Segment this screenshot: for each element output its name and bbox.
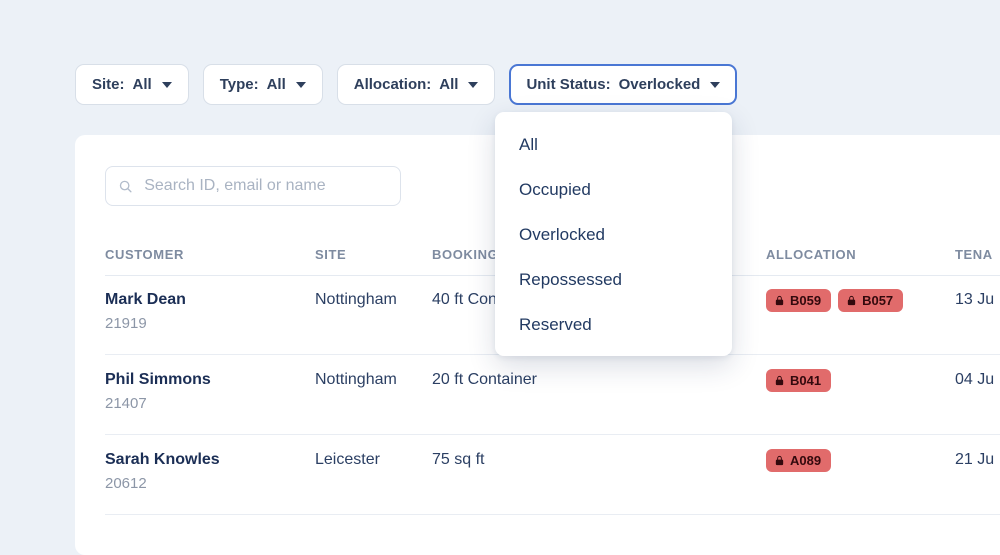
dropdown-option-occupied[interactable]: Occupied — [519, 179, 591, 199]
allocation-cell: B059 B057 — [766, 289, 955, 354]
filter-type[interactable]: Type: All — [202, 64, 323, 105]
search-box — [105, 166, 401, 206]
dropdown-option-reserved[interactable]: Reserved — [519, 314, 592, 334]
table-row[interactable]: Phil Simmons 21407 Nottingham 20 ft Contain… — [105, 355, 1000, 435]
column-header-tenancy: TENA — [955, 247, 993, 262]
filter-allocation[interactable]: Allocation: All — [336, 64, 496, 105]
lock-icon — [847, 295, 856, 306]
dropdown-option-overlocked[interactable]: Overlocked — [519, 224, 605, 244]
filter-type-label: Type: — [219, 76, 259, 93]
table-row[interactable]: Sarah Knowles 20612 Leicester 75 sq ft A089 2… — [105, 435, 1000, 515]
customer-id: 21919 — [105, 315, 147, 332]
filter-unit-status-label: Unit Status: — [526, 76, 611, 93]
filter-site-label: Site: — [92, 76, 125, 93]
tenancy-cell: 21 Ju — [955, 451, 995, 468]
allocation-cell: A089 — [766, 449, 955, 514]
allocation-badge-label: B057 — [862, 293, 894, 308]
filter-type-value: All — [266, 76, 286, 93]
column-header-booking: BOOKING — [432, 247, 499, 262]
lock-icon — [775, 295, 784, 306]
filter-unit-status-value: Overlocked — [618, 76, 701, 93]
allocation-badge-label: B041 — [790, 373, 822, 388]
booking-cell: 75 sq ft — [432, 451, 485, 468]
allocation-badge-label: A089 — [790, 453, 822, 468]
chevron-down-icon — [710, 81, 721, 88]
site-cell: Nottingham — [315, 291, 397, 308]
column-header-site: SITE — [315, 247, 347, 262]
dropdown-option-all[interactable]: All — [519, 134, 538, 154]
customer-id: 20612 — [105, 475, 147, 492]
customer-cell: Mark Dean 21919 — [105, 289, 315, 354]
allocation-badge-label: B059 — [790, 293, 822, 308]
booking-cell: 20 ft Container — [432, 371, 537, 388]
customer-id: 21407 — [105, 395, 147, 412]
filter-allocation-label: Allocation: — [353, 76, 432, 93]
chevron-down-icon — [161, 81, 172, 88]
allocation-cell: B041 — [766, 369, 955, 434]
column-header-allocation: ALLOCATION — [766, 247, 857, 262]
allocation-badge: B041 — [766, 369, 832, 392]
unit-status-dropdown: All Occupied Overlocked Repossessed Reserved — [495, 112, 732, 356]
customer-cell: Sarah Knowles 20612 — [105, 449, 315, 514]
allocation-badge: B057 — [838, 289, 904, 312]
tenancy-cell: 13 Ju — [955, 291, 995, 308]
customer-cell: Phil Simmons 21407 — [105, 369, 315, 434]
chevron-down-icon — [468, 81, 479, 88]
lock-icon — [775, 375, 784, 386]
chevron-down-icon — [295, 81, 306, 88]
site-cell: Leicester — [315, 451, 380, 468]
filter-unit-status[interactable]: Unit Status: Overlocked — [509, 64, 738, 105]
customer-name: Sarah Knowles — [105, 451, 220, 468]
filter-bar: Site: All Type: All Allocation: All Unit St… — [75, 64, 738, 105]
filter-site[interactable]: Site: All — [75, 64, 189, 105]
lock-icon — [775, 455, 784, 466]
allocation-badge: B059 — [766, 289, 832, 312]
customer-name: Phil Simmons — [105, 371, 211, 388]
column-header-customer: CUSTOMER — [105, 247, 184, 262]
filter-site-value: All — [132, 76, 152, 93]
dropdown-option-repossessed[interactable]: Repossessed — [519, 269, 623, 289]
site-cell: Nottingham — [315, 371, 397, 388]
filter-allocation-value: All — [439, 76, 459, 93]
search-icon — [119, 180, 132, 192]
search-input[interactable] — [142, 176, 388, 196]
allocation-badge: A089 — [766, 449, 832, 472]
customer-name: Mark Dean — [105, 291, 186, 308]
tenancy-cell: 04 Ju — [955, 371, 995, 388]
